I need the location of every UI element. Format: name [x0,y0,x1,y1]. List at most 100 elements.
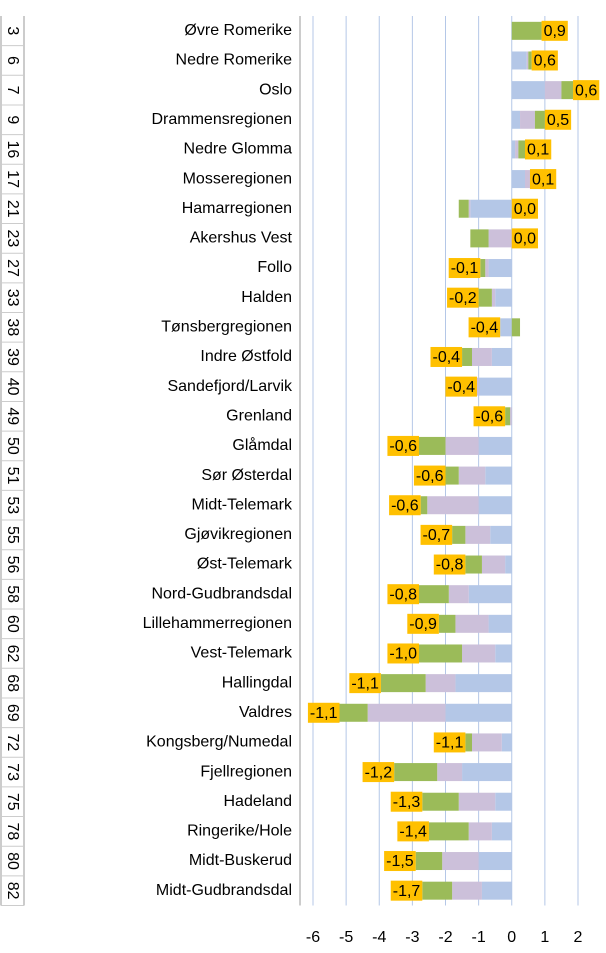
bar-segment [380,674,426,693]
bar-segment [511,81,545,100]
bar-segment [528,51,532,70]
total-label-box [448,258,481,279]
total-label: -0,6 [389,438,417,455]
bar-segment [511,140,516,159]
category-label: Valdres [239,704,292,721]
rank-label: 78 [4,822,21,840]
total-label-box [433,554,466,575]
total-label-box [531,50,558,71]
category-label: Vest-Telemark [191,645,293,662]
rank-label: 23 [4,229,21,247]
category-label: Øst-Telemark [197,556,293,573]
total-label: -0,4 [447,379,475,396]
category-label: Hallingdal [222,674,292,691]
bar-segment [339,703,368,722]
total-label: -0,7 [423,527,451,544]
total-label-box [349,673,381,694]
total-label-box [387,584,419,605]
bar-segment [470,199,512,218]
total-label: -1,5 [386,853,414,870]
total-label: -1,0 [389,646,417,663]
category-label: Gjøvikregionen [184,526,292,543]
rank-label: 58 [4,585,21,603]
total-label: -1,1 [310,705,338,722]
bar-segment [478,852,512,871]
bar-segment [465,733,472,752]
total-label: -0,6 [416,468,444,485]
bar-segment [442,852,479,871]
rank-label: 21 [4,200,21,218]
total-label: -0,2 [449,290,477,307]
bar-segment [438,614,456,633]
rank-label: 73 [4,763,21,781]
bar-segment [427,496,479,515]
category-label: Hamarregionen [182,200,292,217]
bar-segment [468,585,512,604]
total-label-box [573,80,600,101]
category-label: Lillehammerregionen [143,615,292,632]
rank-label: 69 [4,704,21,722]
total-label: -1,1 [436,735,464,752]
bar-segment [420,496,428,515]
bar-segment [491,347,512,366]
bar-segment [462,347,472,366]
total-label-box [447,287,479,308]
total-label-box [525,139,552,160]
bar-segment [428,822,469,841]
bar-segment [520,110,535,129]
total-label-box [389,495,421,516]
rank-label: 27 [4,259,21,277]
bar-segment [515,140,519,159]
rank-label: 72 [4,734,21,752]
category-label: Sandefjord/Larvik [167,378,293,395]
total-label: 0,0 [514,231,536,248]
bar-segment [491,822,512,841]
rank-label: 38 [4,318,21,336]
total-label: 0,1 [532,171,554,188]
bar-segment [525,170,530,189]
bar-segment [445,703,512,722]
total-label: 0,9 [544,23,566,40]
bar-segment [505,407,511,426]
category-label: Ringerike/Hole [187,823,292,840]
rank-label: 7 [4,86,21,95]
total-label: -0,8 [436,557,464,574]
bar-segment [511,21,542,40]
bar-segment [472,733,502,752]
x-tick-label: -1 [472,929,486,946]
bar-segment [462,763,512,782]
bar-segment [518,140,525,159]
total-label: -1,2 [365,764,393,781]
bar-segment [422,881,453,900]
total-label: -0,4 [432,349,460,366]
bar-segment [468,822,492,841]
x-tick-label: 2 [574,929,583,946]
rank-label: 50 [4,437,21,455]
bar-segment [481,555,506,574]
rank-label: 33 [4,289,21,307]
bar-segment [478,288,492,307]
total-label-box [541,20,568,41]
total-label: 0,0 [514,201,536,218]
total-label-box [307,702,340,723]
category-label: Øvre Romerike [184,22,292,39]
bar-segment [452,525,466,544]
total-label: -0,9 [409,616,437,633]
total-label-box [430,346,463,367]
category-label: Mosseregionen [183,170,292,187]
total-label-box [544,109,572,130]
rank-label: 55 [4,526,21,544]
bar-segment [495,792,512,811]
bar-segment [465,525,491,544]
bar-segment [478,496,512,515]
x-tick-label: 1 [540,929,549,946]
bar-segment [394,763,438,782]
rank-label: 39 [4,348,21,366]
x-tick-label: -6 [306,929,320,946]
bar-segment [472,347,492,366]
rank-label: 82 [4,882,21,900]
rank-label: 40 [4,378,21,396]
bar-segment [526,51,529,70]
total-label-box [407,613,439,634]
total-label-box [468,317,501,338]
